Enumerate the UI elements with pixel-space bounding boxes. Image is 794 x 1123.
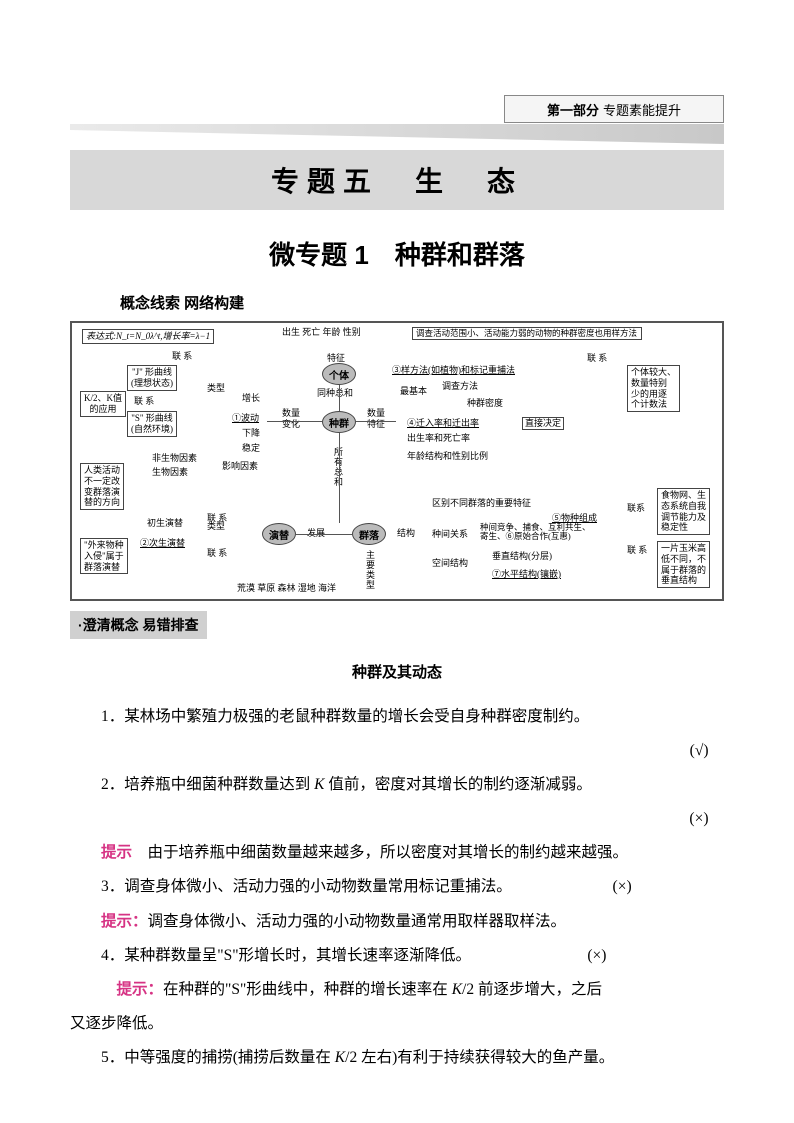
q2-hint: 提示 由于培养瓶中细菌数量越来越多，所以密度对其增长的制约越来越强。 — [70, 836, 724, 870]
count-box: 个体较大、数量特别少的用逐个计数法 — [627, 365, 680, 412]
lbl-wending: 稳定 — [242, 443, 260, 454]
top-note-box: 调查活动范围小、活动能力弱的动物的种群密度也用样方法 — [412, 327, 642, 340]
topic-banner: 专题五 生 态 — [70, 150, 724, 210]
migrate: ④迁入率和迁出率 — [407, 418, 479, 429]
lbl-lianxi1: 联 系 — [134, 396, 154, 407]
q2-answer: (×) — [70, 802, 724, 836]
part-title: 专题素能提升 — [603, 100, 681, 119]
lbl-lianxi7: 联 系 — [627, 545, 647, 556]
oval-individual: 个体 — [322, 363, 356, 385]
lbl-jiegou: 结构 — [397, 528, 415, 539]
vert-box: 一片玉米高低不同，不属于群落的垂直结构 — [657, 541, 710, 588]
lbl-leixing1: 类型 — [207, 383, 225, 394]
q5: 5．中等强度的捕捞(捕捞后数量在 K/2 左右)有利于持续获得较大的鱼产量。 — [70, 1041, 724, 1075]
s-curve-box: "S" 形曲线(自然环境) — [127, 411, 177, 437]
human-box: 人类活动不一定改变群落演替的方向 — [80, 463, 124, 510]
q3: 3．调查身体微小、活动力强的小动物数量常用标记重捕法。 (×) — [70, 870, 724, 904]
lbl-lianxi3: 联 系 — [207, 548, 227, 559]
lbl-zengzhang: 增长 — [242, 393, 260, 404]
abiotic: 非生物因素 — [152, 453, 197, 464]
q1-answer: (√) — [70, 734, 724, 768]
q4-hint: 提示：在种群的"S"形曲线中，种群的增长速率在 K/2 前逐步增大，之后 — [70, 973, 724, 1007]
lbl-lianxi2: 联 系 — [207, 513, 227, 524]
lbl-shuliang-tezheng: 数量特征 — [367, 408, 385, 430]
lbl-tezheng: 特征 — [327, 353, 345, 364]
secondary: ②次生演替 — [140, 538, 185, 549]
foodweb-box: 食物网、生态系统自我调节能力及稳定性 — [657, 488, 710, 535]
q2: 2．培养瓶中细菌种群数量达到 K 值前，密度对其增长的制约逐渐减弱。 — [70, 768, 724, 802]
section1-label: 概念线索 网络构建 — [120, 292, 724, 313]
lbl-xiajiang: 下降 — [242, 428, 260, 439]
q4-hint-2: 又逐步降低。 — [70, 1007, 724, 1041]
lbl-yingxiang: 影响因素 — [222, 461, 258, 472]
primary: 初生演替 — [147, 518, 183, 529]
inter-list: 种间竞争、捕食、互利共生、寄生、⑥原始合作(互惠) — [480, 523, 630, 542]
horizontal: ⑦水平结构(镶嵌) — [492, 569, 561, 580]
traits-text: 出生 死亡 年龄 性别 — [282, 327, 361, 338]
formula-box: 表达式:N_t=N_0λ^t,增长率=λ−1 — [82, 329, 214, 344]
density: 种群密度 — [467, 398, 503, 409]
oval-population: 种群 — [322, 411, 356, 433]
method3: ③样方法(如植物)和标记重捕法 — [392, 365, 515, 376]
j-curve-box: "J" 形曲线(理想状态) — [127, 365, 177, 391]
center-heading: 种群及其动态 — [70, 661, 724, 682]
lbl-lianxi4: 联 系 — [587, 353, 607, 364]
part-label: 第一部分 — [547, 100, 599, 119]
vertical: 垂直结构(分层) — [492, 551, 552, 562]
lbl-bodong: ①波动 — [232, 413, 259, 424]
subtitle: 微专题 1 种群和群落 — [70, 235, 724, 272]
age-sex: 年龄结构和性别比例 — [407, 451, 488, 462]
oval-succession: 演替 — [262, 523, 296, 545]
q1: 1．某林场中繁殖力极强的老鼠种群数量的增长会受自身种群密度制约。 — [70, 700, 724, 734]
lbl-lianxi6: 联系 — [627, 503, 645, 514]
lbl-zuijiben: 最基本 — [400, 386, 427, 397]
lbl-lianxi0: 联 系 — [172, 351, 192, 362]
k-app-box: K/2、K值的应用 — [80, 391, 126, 417]
biotic: 生物因素 — [152, 467, 188, 478]
questions-block: 1．某林场中繁殖力极强的老鼠种群数量的增长会受自身种群密度制约。 (√) 2．培… — [70, 700, 724, 1075]
section2-bar: ·澄清概念 易错排查 — [70, 611, 207, 639]
direct-box: 直接决定 — [522, 417, 564, 430]
spatial: 空间结构 — [432, 558, 468, 569]
distinguish: 区别不同群落的重要特征 — [432, 498, 531, 509]
banner-title: 专题五 生 态 — [271, 160, 523, 200]
header-tab: 第一部分 专题素能提升 — [504, 95, 724, 123]
q4: 4．某种群数量呈"S"形增长时，其增长速率逐渐降低。 (×) — [70, 939, 724, 973]
lbl-tongzhong: 同种总和 — [317, 388, 353, 399]
q3-hint: 提示：调查身体微小、活动力强的小动物数量通常用取样器取样法。 — [70, 905, 724, 939]
header-wedge — [70, 124, 724, 144]
biomes: 荒漠 草原 森林 湿地 海洋 — [237, 583, 336, 594]
survey: 调查方法 — [442, 381, 478, 392]
lbl-zhuyao: 主要类型 — [366, 551, 375, 591]
oval-community: 群落 — [352, 523, 386, 545]
concept-diagram: 表达式:N_t=N_0λ^t,增长率=λ−1 出生 死亡 年龄 性别 调查活动范… — [70, 321, 724, 601]
birth-death: 出生率和死亡率 — [407, 433, 470, 444]
inter-rel: 种间关系 — [432, 529, 468, 540]
invasive-box: "外来物种入侵"属于群落演替 — [80, 538, 128, 574]
lbl-shuliang-bianhua: 数量变化 — [282, 408, 300, 430]
